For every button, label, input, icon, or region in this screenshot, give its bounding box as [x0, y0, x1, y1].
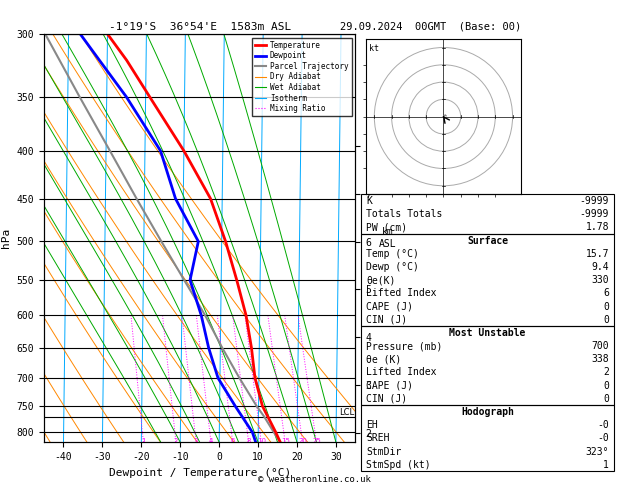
Text: θe (K): θe (K) [366, 354, 401, 364]
Text: 6: 6 [603, 288, 609, 298]
Text: Dewp (°C): Dewp (°C) [366, 262, 419, 272]
Text: 10: 10 [257, 438, 266, 444]
Text: -0: -0 [598, 434, 609, 443]
Text: CIN (J): CIN (J) [366, 394, 407, 404]
Text: 8: 8 [247, 438, 251, 444]
Text: -9999: -9999 [579, 209, 609, 219]
Text: Temp (°C): Temp (°C) [366, 249, 419, 259]
Text: 15.7: 15.7 [586, 249, 609, 259]
Text: 1: 1 [603, 460, 609, 470]
Text: PW (cm): PW (cm) [366, 223, 407, 232]
Text: K: K [366, 196, 372, 206]
Bar [360, 234, 615, 326]
Y-axis label: km
ASL: km ASL [379, 227, 396, 249]
Bar [360, 326, 615, 405]
Text: SREH: SREH [366, 434, 389, 443]
Text: 2: 2 [174, 438, 178, 444]
Text: © weatheronline.co.uk: © weatheronline.co.uk [258, 474, 371, 484]
Text: 25: 25 [312, 438, 321, 444]
Text: 20: 20 [298, 438, 307, 444]
Text: 4: 4 [209, 438, 213, 444]
Text: Pressure (mb): Pressure (mb) [366, 341, 442, 351]
Text: kt: kt [369, 44, 379, 52]
Text: θe(K): θe(K) [366, 275, 396, 285]
Text: Lifted Index: Lifted Index [366, 288, 437, 298]
Text: -0: -0 [598, 420, 609, 430]
Text: 29.09.2024  00GMT  (Base: 00): 29.09.2024 00GMT (Base: 00) [340, 22, 521, 32]
Text: 3: 3 [194, 438, 198, 444]
Y-axis label: hPa: hPa [1, 228, 11, 248]
Text: EH: EH [366, 420, 377, 430]
Text: CAPE (J): CAPE (J) [366, 381, 413, 391]
Text: 700: 700 [591, 341, 609, 351]
Text: Totals Totals: Totals Totals [366, 209, 442, 219]
Text: Most Unstable: Most Unstable [449, 328, 526, 338]
Text: Lifted Index: Lifted Index [366, 367, 437, 378]
Text: CAPE (J): CAPE (J) [366, 301, 413, 312]
Text: 0: 0 [603, 394, 609, 404]
Text: 6: 6 [230, 438, 235, 444]
Text: Hodograph: Hodograph [461, 407, 514, 417]
Text: 1: 1 [141, 438, 146, 444]
Text: 330: 330 [591, 275, 609, 285]
Text: 9.4: 9.4 [591, 262, 609, 272]
X-axis label: Dewpoint / Temperature (°C): Dewpoint / Temperature (°C) [109, 468, 291, 478]
Text: 1.78: 1.78 [586, 223, 609, 232]
Text: LCL: LCL [339, 408, 354, 417]
Text: 338: 338 [591, 354, 609, 364]
Text: 0: 0 [603, 381, 609, 391]
Text: 0: 0 [603, 315, 609, 325]
Text: 2: 2 [603, 367, 609, 378]
Legend: Temperature, Dewpoint, Parcel Trajectory, Dry Adiabat, Wet Adiabat, Isotherm, Mi: Temperature, Dewpoint, Parcel Trajectory… [252, 38, 352, 116]
Text: -9999: -9999 [579, 196, 609, 206]
Text: 323°: 323° [586, 447, 609, 457]
Text: CIN (J): CIN (J) [366, 315, 407, 325]
Text: StmDir: StmDir [366, 447, 401, 457]
Bar [360, 405, 615, 471]
Text: Surface: Surface [467, 236, 508, 245]
Title: -1°19'S  36°54'E  1583m ASL: -1°19'S 36°54'E 1583m ASL [109, 22, 291, 32]
Bar [360, 194, 615, 234]
Text: 0: 0 [603, 301, 609, 312]
Text: 15: 15 [281, 438, 289, 444]
Text: StmSpd (kt): StmSpd (kt) [366, 460, 431, 470]
